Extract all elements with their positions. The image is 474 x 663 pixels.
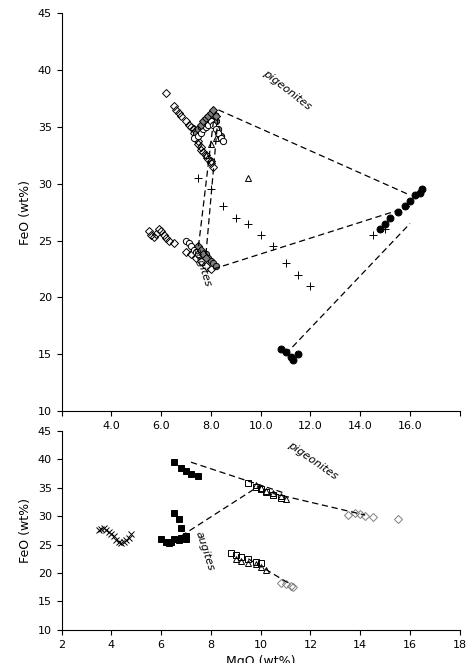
Text: augites: augites <box>191 246 213 288</box>
X-axis label: MgO (wt%): MgO (wt%) <box>226 655 295 663</box>
Y-axis label: FeO (wt%): FeO (wt%) <box>19 180 32 245</box>
Text: pigeonites: pigeonites <box>261 68 313 112</box>
Text: augites: augites <box>193 530 216 572</box>
Legend: Kimberly, Castleford Crossing, Lincoln Reservoir, McMullen Creek, Indian Springs: Kimberly, Castleford Crossing, Lincoln R… <box>66 458 174 598</box>
X-axis label: MgO (wt%): MgO (wt%) <box>226 436 295 450</box>
Y-axis label: FeO (wt%): FeO (wt%) <box>19 498 32 563</box>
Text: pigeonites: pigeonites <box>285 440 339 481</box>
